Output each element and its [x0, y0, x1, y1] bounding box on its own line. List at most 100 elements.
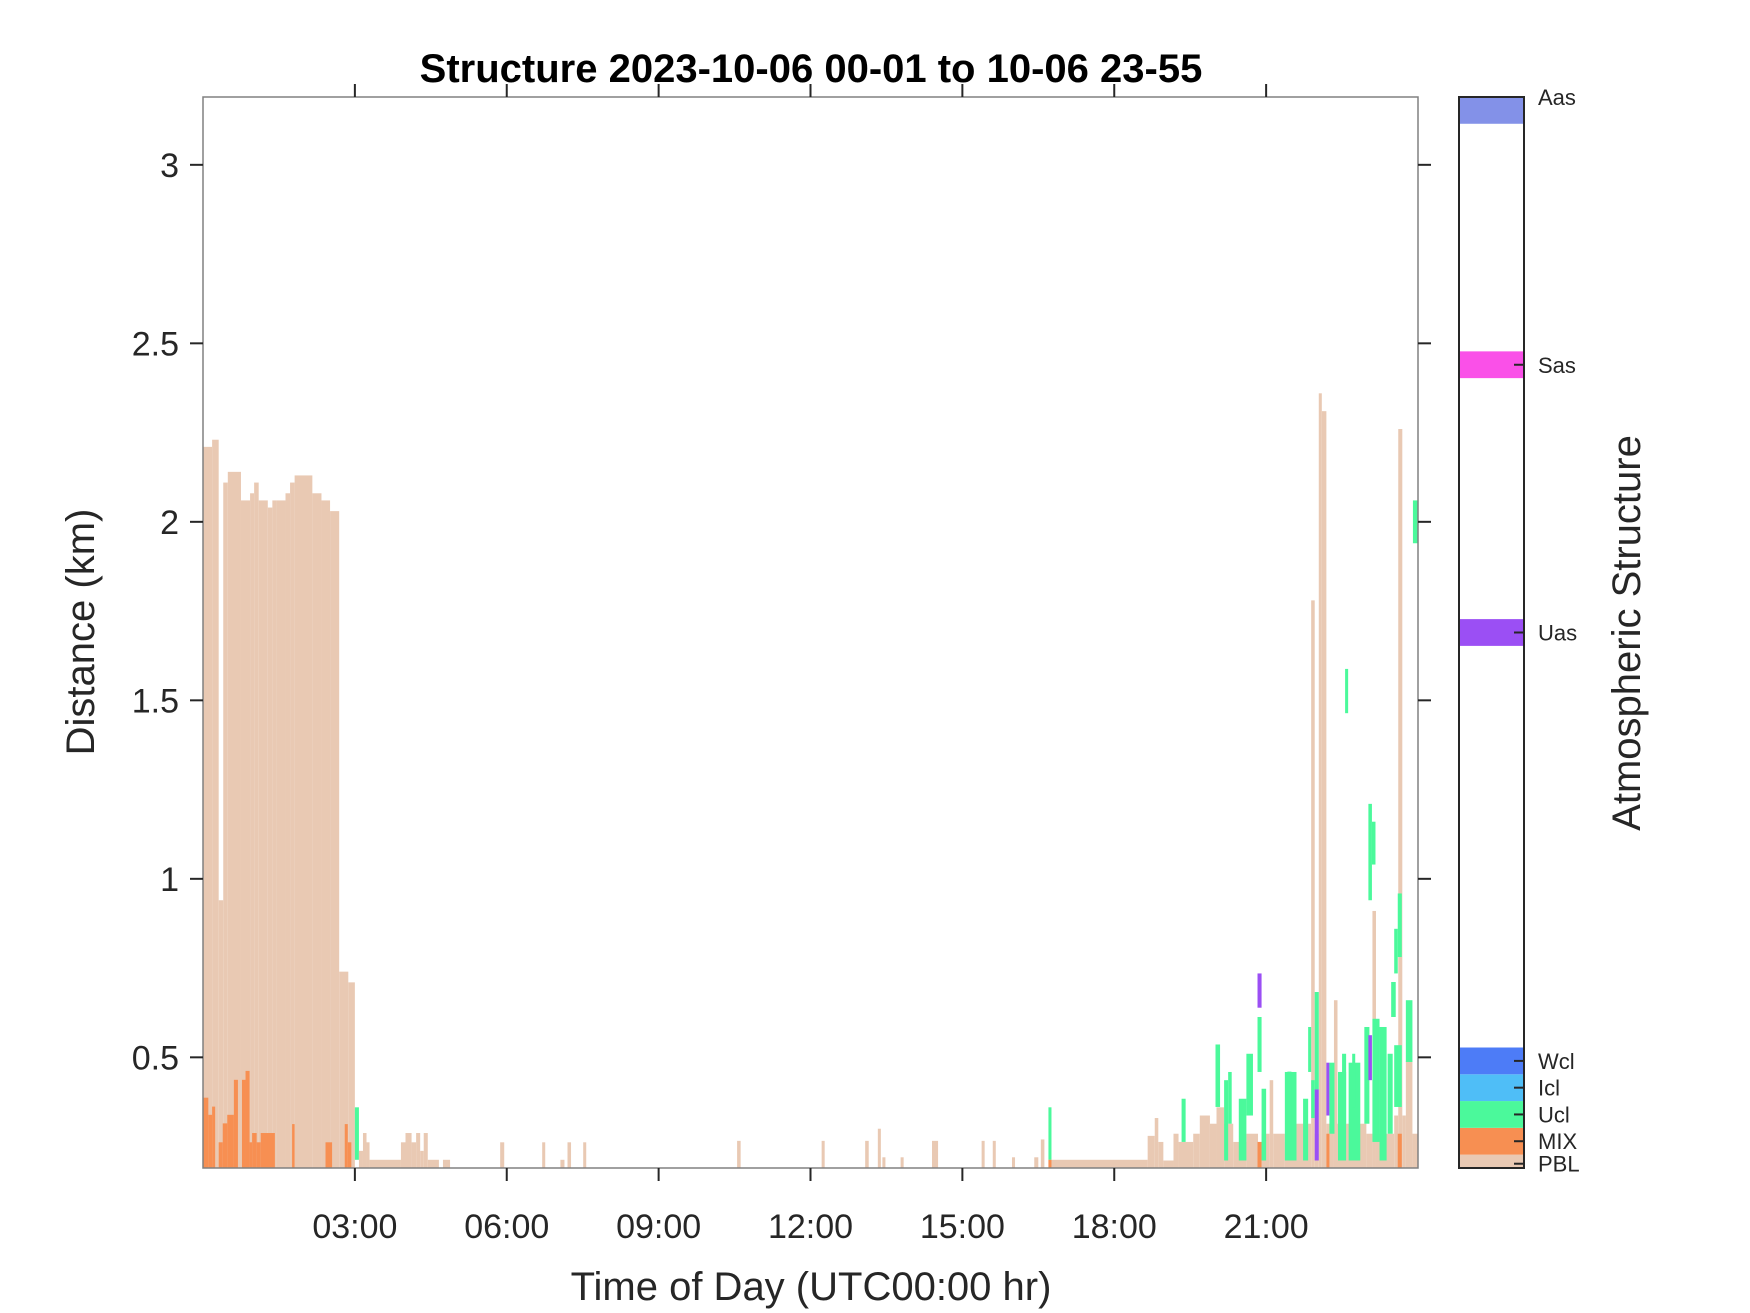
- y-axis-label: Distance (km): [59, 509, 103, 756]
- segment-ucl: [1261, 1088, 1267, 1161]
- segment-pbl: [1412, 1133, 1418, 1168]
- segment-ucl: [1228, 1071, 1232, 1124]
- segment-ucl: [1387, 1053, 1393, 1134]
- x-tick-label: 21:00: [1224, 1208, 1309, 1246]
- segment-pbl: [583, 1142, 587, 1168]
- segment-ucl: [1397, 893, 1402, 958]
- segment-pbl: [1273, 1133, 1285, 1168]
- segment-pbl: [254, 482, 259, 1168]
- segment-pbl: [1158, 1141, 1164, 1168]
- segment-uas: [1368, 1035, 1372, 1081]
- segment-mix: [208, 1114, 213, 1168]
- segment-pbl: [223, 482, 228, 1168]
- x-tick-label: 09:00: [616, 1208, 701, 1246]
- segment-uas: [1326, 1062, 1330, 1116]
- segment-pbl: [400, 1142, 406, 1168]
- segment-ucl: [1405, 1000, 1413, 1062]
- segment-pbl: [1193, 1133, 1200, 1168]
- colorbar-band-wcl: [1459, 1047, 1524, 1075]
- segment-mix: [344, 1124, 348, 1168]
- segment-pbl: [500, 1142, 505, 1168]
- segment-pbl: [1163, 1160, 1174, 1168]
- segment-ucl: [1352, 1053, 1356, 1108]
- segment-pbl: [240, 500, 251, 1168]
- segment-mix: [292, 1124, 295, 1168]
- segment-pbl: [427, 1159, 439, 1168]
- segment-pbl: [821, 1140, 825, 1168]
- segment-pbl: [285, 493, 291, 1168]
- segment-ucl: [354, 1107, 359, 1160]
- segment-pbl: [1394, 1115, 1399, 1168]
- segment-ucl: [1364, 1026, 1370, 1124]
- segment-pbl: [1034, 1157, 1039, 1168]
- segment-mix: [1257, 1141, 1262, 1168]
- segment-ucl: [1308, 1026, 1312, 1072]
- segment-pbl: [366, 1142, 370, 1168]
- segment-pbl: [1318, 393, 1322, 1168]
- segment-ucl: [1181, 1098, 1186, 1142]
- colorbar-label-mix: MIX: [1538, 1129, 1577, 1154]
- segment-pbl: [992, 1140, 996, 1168]
- segment-pbl: [416, 1133, 421, 1168]
- segment-mix: [222, 1123, 228, 1168]
- segment-pbl: [1321, 411, 1327, 1168]
- segment-ucl: [1224, 1080, 1229, 1161]
- segment-pbl: [1398, 429, 1403, 1168]
- segment-mix: [260, 1133, 275, 1168]
- segment-pbl: [877, 1128, 881, 1168]
- segment-pbl: [1199, 1115, 1210, 1168]
- segment-mix: [325, 1142, 333, 1168]
- y-tick-label: 0.5: [132, 1039, 179, 1077]
- segment-mix: [252, 1133, 257, 1168]
- axes-box: [202, 96, 1419, 1169]
- segment-ucl: [1257, 1016, 1262, 1072]
- segment-mix: [212, 1106, 216, 1168]
- segment-pbl: [865, 1140, 869, 1168]
- segment-mix: [245, 1070, 250, 1168]
- x-tick-label: 12:00: [768, 1208, 853, 1246]
- colorbar-band-icl: [1459, 1074, 1524, 1102]
- segment-pbl: [272, 500, 277, 1168]
- segment-pbl: [1269, 1080, 1274, 1168]
- segment-mix: [227, 1114, 234, 1168]
- segment-pbl: [212, 439, 219, 1169]
- colorbar-band-sas: [1459, 351, 1524, 379]
- segment-ucl: [1394, 1045, 1402, 1107]
- y-tick-label: 2: [160, 504, 179, 542]
- segment-ucl: [1368, 803, 1372, 901]
- segment-ucl: [1311, 1080, 1315, 1119]
- segment-pbl: [362, 1133, 367, 1168]
- segment-mix: [1397, 1133, 1402, 1168]
- colorbar-band-aas: [1459, 97, 1524, 124]
- colorbar-label-wcl: Wcl: [1538, 1049, 1575, 1074]
- segment-mix: [256, 1142, 261, 1168]
- segment-pbl: [932, 1140, 939, 1168]
- segment-pbl: [218, 900, 224, 1168]
- segment-pbl: [560, 1159, 565, 1168]
- y-tick-label: 3: [160, 147, 179, 185]
- segment-pbl: [737, 1140, 741, 1168]
- colorbar-label-icl: Icl: [1538, 1076, 1560, 1101]
- axes: 03:00 06:00 09:00 12:00 15:00 18:00 21:00 0.5 1 1…: [132, 84, 1431, 1246]
- x-tick-label: 03:00: [312, 1208, 397, 1246]
- colorbar-label-pbl: PBL: [1538, 1152, 1580, 1177]
- segment-pbl: [1178, 1141, 1194, 1168]
- segment-pbl: [348, 982, 355, 1168]
- segment-ucl: [1314, 991, 1319, 1090]
- segment-mix: [218, 1142, 223, 1168]
- segment-pbl: [900, 1157, 904, 1168]
- segment-ucl: [1238, 1098, 1247, 1161]
- segment-ucl: [1394, 928, 1398, 974]
- segment-pbl: [1154, 1118, 1159, 1168]
- colorbar-label-aas: Aas: [1538, 85, 1576, 110]
- segment-pbl: [981, 1140, 985, 1168]
- colorbar-label: Atmospheric Structure: [1605, 435, 1649, 831]
- segment-mix: [203, 1097, 209, 1168]
- segment-pbl: [1011, 1157, 1016, 1168]
- segment-ucl: [1348, 1062, 1361, 1161]
- segment-uas: [1314, 1089, 1319, 1161]
- colorbar-band-pbl: [1459, 1154, 1524, 1168]
- segment-pbl: [442, 1159, 451, 1168]
- segment-pbl: [312, 493, 322, 1168]
